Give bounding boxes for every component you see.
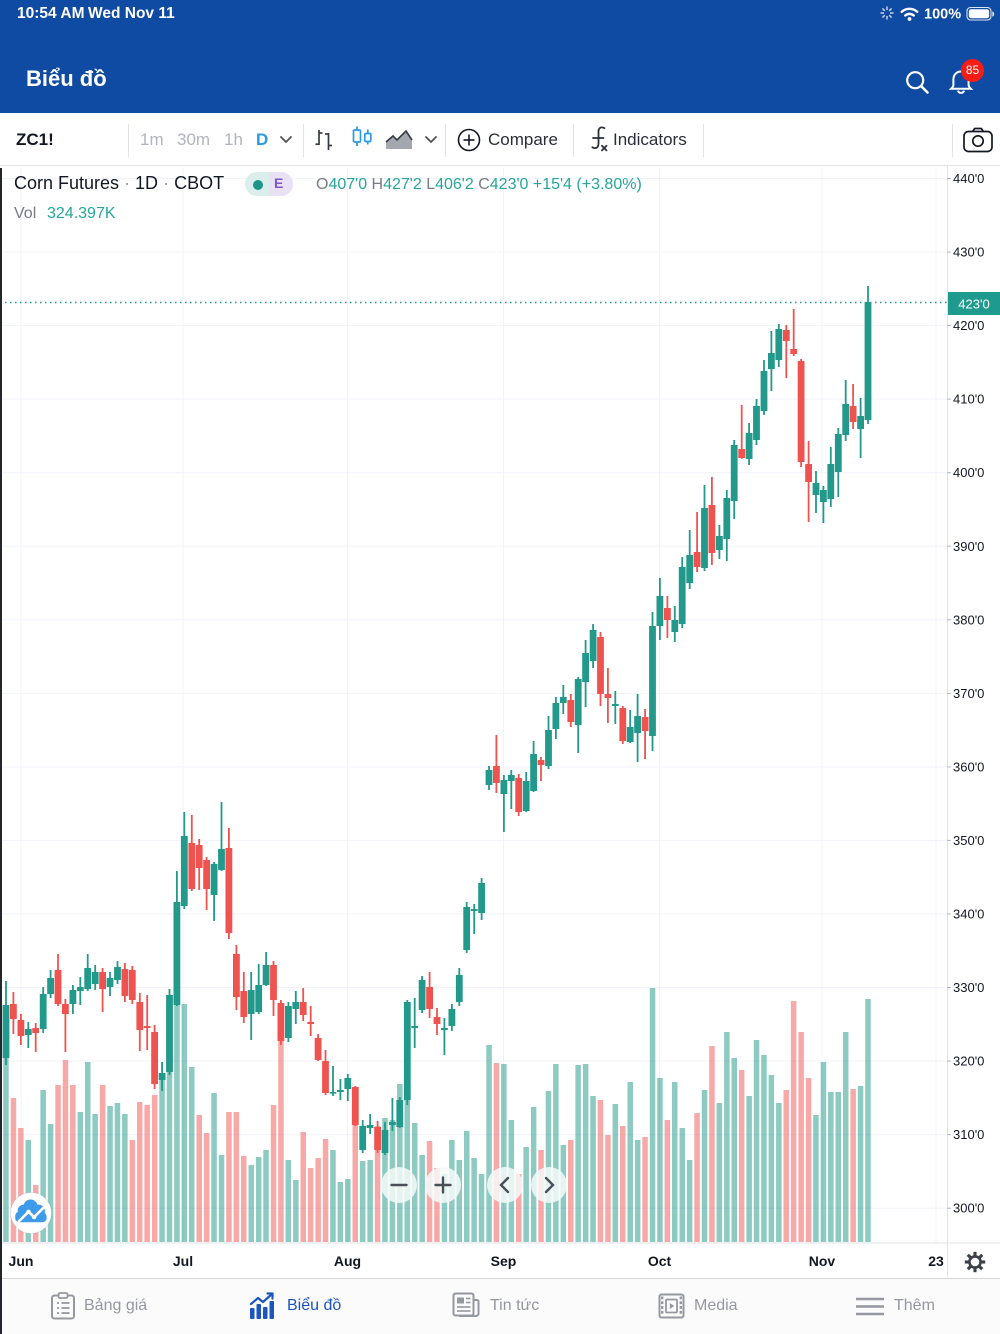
svg-text:Nov: Nov <box>809 1253 836 1269</box>
svg-text:Jun: Jun <box>9 1253 34 1269</box>
svg-text:400'0: 400'0 <box>953 465 984 480</box>
svg-text:Jul: Jul <box>173 1253 193 1269</box>
svg-text:330'0: 330'0 <box>953 980 984 995</box>
svg-text:350'0: 350'0 <box>953 833 984 848</box>
svg-text:320'0: 320'0 <box>953 1054 984 1069</box>
svg-text:360'0: 360'0 <box>953 759 984 774</box>
svg-text:440'0: 440'0 <box>953 171 984 186</box>
svg-text:100%: 100% <box>924 7 961 23</box>
svg-text:310'0: 310'0 <box>953 1127 984 1142</box>
svg-text:430'0: 430'0 <box>953 245 984 260</box>
svg-text:300'0: 300'0 <box>953 1201 984 1216</box>
svg-text:390'0: 390'0 <box>953 539 984 554</box>
svg-text:340'0: 340'0 <box>953 907 984 922</box>
svg-text:410'0: 410'0 <box>953 392 984 407</box>
svg-text:Sep: Sep <box>491 1253 517 1269</box>
svg-text:380'0: 380'0 <box>953 612 984 627</box>
svg-text:370'0: 370'0 <box>953 686 984 701</box>
svg-text:Aug: Aug <box>334 1253 361 1269</box>
svg-text:Oct: Oct <box>648 1253 672 1269</box>
svg-text:420'0: 420'0 <box>953 318 984 333</box>
svg-text:423'0: 423'0 <box>958 297 989 312</box>
svg-text:23: 23 <box>928 1253 944 1269</box>
